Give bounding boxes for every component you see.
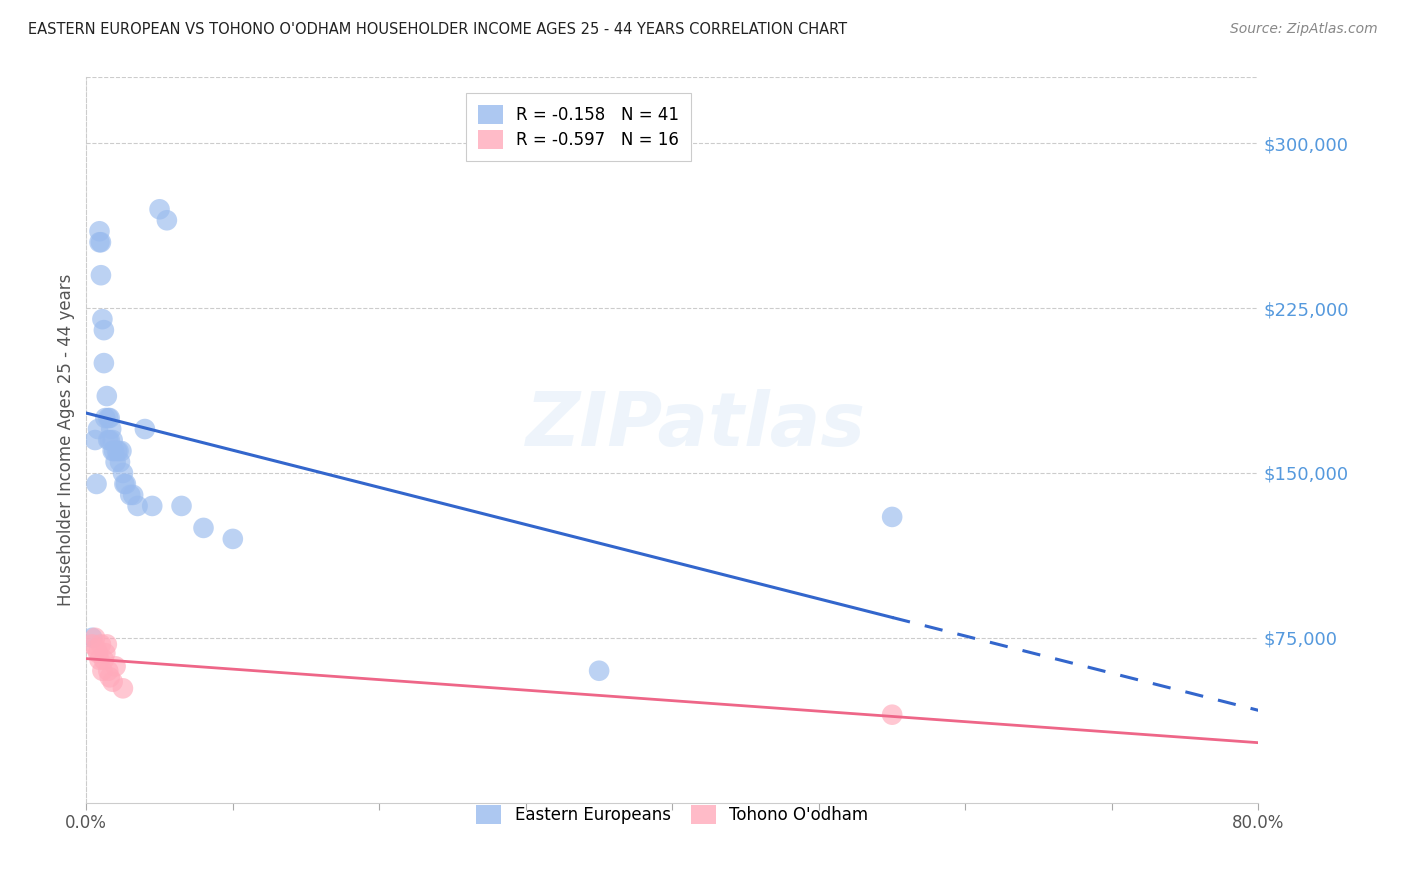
Point	[90, 637, 112, 651]
Point	[98, 670, 121, 684]
Point	[105, 444, 128, 458]
Point	[111, 466, 134, 480]
Point	[104, 659, 127, 673]
Text: EASTERN EUROPEAN VS TOHONO O'ODHAM HOUSEHOLDER INCOME AGES 25 - 44 YEARS CORRELA: EASTERN EUROPEAN VS TOHONO O'ODHAM HOUSE…	[28, 22, 848, 37]
Legend: Eastern Europeans, Tohono O'odham: Eastern Europeans, Tohono O'odham	[467, 795, 879, 834]
Point	[588, 664, 610, 678]
Point	[103, 444, 125, 458]
Point	[84, 631, 107, 645]
Point	[90, 235, 112, 250]
Point	[107, 444, 129, 458]
Point	[86, 477, 108, 491]
Point	[170, 499, 193, 513]
Point	[101, 444, 124, 458]
Point	[115, 477, 138, 491]
Point	[82, 637, 104, 651]
Point	[112, 477, 135, 491]
Point	[111, 681, 134, 696]
Point	[87, 422, 110, 436]
Point	[93, 653, 115, 667]
Point	[148, 202, 170, 217]
Point	[98, 411, 121, 425]
Point	[89, 224, 111, 238]
Point	[882, 707, 904, 722]
Point	[82, 631, 104, 645]
Point	[93, 356, 115, 370]
Point	[127, 499, 149, 513]
Text: Source: ZipAtlas.com: Source: ZipAtlas.com	[1230, 22, 1378, 37]
Point	[193, 521, 215, 535]
Point	[96, 637, 118, 651]
Point	[89, 235, 111, 250]
Point	[89, 653, 111, 667]
Point	[96, 389, 118, 403]
Point	[84, 433, 107, 447]
Point	[122, 488, 145, 502]
Point	[87, 646, 110, 660]
Point	[882, 510, 904, 524]
Point	[120, 488, 142, 502]
Point	[110, 444, 132, 458]
Point	[222, 532, 245, 546]
Point	[97, 664, 120, 678]
Point	[101, 433, 124, 447]
Point	[91, 664, 114, 678]
Point	[100, 422, 122, 436]
Y-axis label: Householder Income Ages 25 - 44 years: Householder Income Ages 25 - 44 years	[58, 274, 75, 607]
Point	[156, 213, 179, 227]
Point	[97, 433, 120, 447]
Point	[97, 411, 120, 425]
Point	[94, 646, 117, 660]
Point	[91, 312, 114, 326]
Point	[93, 323, 115, 337]
Point	[141, 499, 163, 513]
Point	[134, 422, 156, 436]
Point	[90, 268, 112, 283]
Point	[104, 455, 127, 469]
Point	[94, 411, 117, 425]
Point	[86, 641, 108, 656]
Point	[108, 455, 131, 469]
Point	[101, 674, 124, 689]
Point	[98, 433, 121, 447]
Text: ZIPatlas: ZIPatlas	[526, 389, 866, 462]
